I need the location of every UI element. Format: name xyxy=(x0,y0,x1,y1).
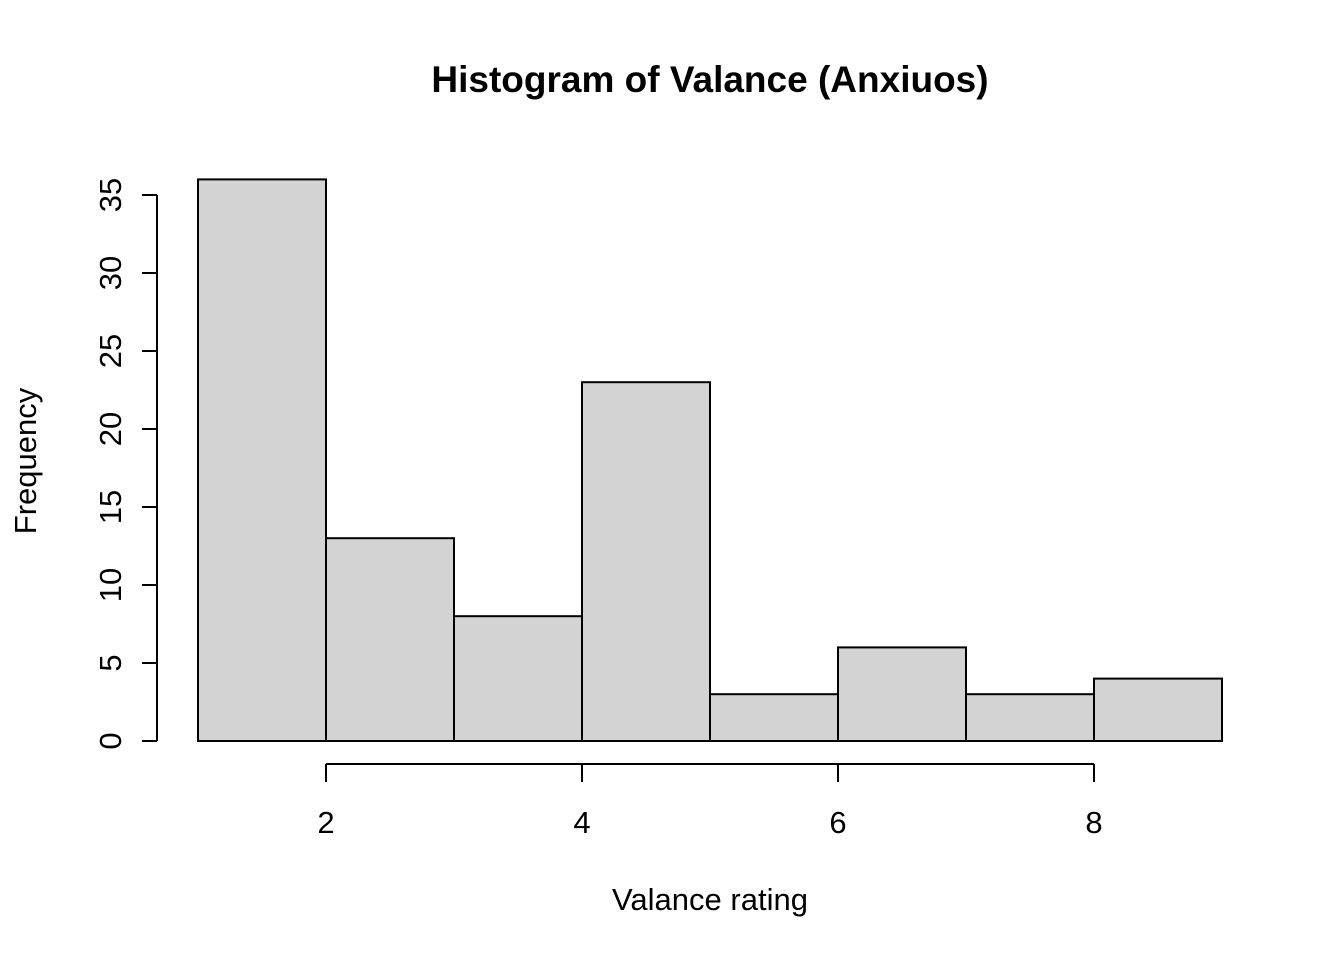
chart-title: Histogram of Valance (Anxiuos) xyxy=(431,59,988,100)
histogram-bar-5 xyxy=(709,693,839,743)
histogram-bar-6 xyxy=(837,646,967,743)
y-tick-label-20: 20 xyxy=(93,412,128,446)
x-axis: 2 4 6 8 xyxy=(317,763,1103,840)
x-tick-label-4: 4 xyxy=(573,805,590,840)
histogram-bar-4 xyxy=(581,381,711,742)
y-tick-label-5: 5 xyxy=(93,654,128,671)
y-axis-label: Frequency xyxy=(8,387,43,534)
bars-group xyxy=(197,178,1223,743)
y-tick-label-30: 30 xyxy=(93,256,128,290)
y-tick-label-10: 10 xyxy=(93,568,128,602)
x-tick-label-2: 2 xyxy=(317,805,334,840)
y-tick-label-35: 35 xyxy=(93,178,128,212)
histogram-bar-3 xyxy=(453,615,583,743)
y-tick-label-25: 25 xyxy=(93,334,128,368)
y-axis: 0 5 10 15 20 25 30 35 xyxy=(93,178,158,750)
x-axis-label: Valance rating xyxy=(612,882,808,917)
histogram-bar-1 xyxy=(197,178,327,742)
y-tick-label-15: 15 xyxy=(93,490,128,524)
histogram-bar-2 xyxy=(325,537,455,743)
histogram-bar-7 xyxy=(965,693,1095,743)
x-tick-label-8: 8 xyxy=(1085,805,1102,840)
y-tick-label-0: 0 xyxy=(93,732,128,749)
histogram-bar-8 xyxy=(1093,677,1223,742)
x-tick-label-6: 6 xyxy=(829,805,846,840)
